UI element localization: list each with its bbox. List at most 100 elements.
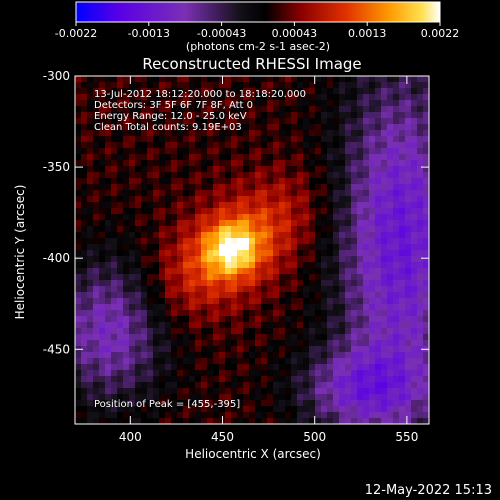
heatmap-cell	[171, 292, 178, 299]
heatmap-cell	[327, 406, 334, 413]
heatmap-cell	[189, 262, 196, 269]
heatmap-cell	[117, 328, 124, 335]
heatmap-cell	[363, 280, 370, 287]
heatmap-cell	[147, 406, 154, 413]
heatmap-cell	[159, 322, 166, 329]
heatmap-cell	[297, 226, 304, 233]
heatmap-cell	[261, 352, 268, 359]
heatmap-cell	[147, 268, 154, 275]
heatmap-cell	[303, 304, 310, 311]
heatmap-cell	[417, 160, 424, 167]
heatmap-cell	[291, 322, 298, 329]
heatmap-cell	[273, 202, 280, 209]
heatmap-cell	[387, 268, 394, 275]
heatmap-cell	[345, 190, 352, 197]
heatmap-cell	[183, 256, 190, 263]
heatmap-cell	[183, 358, 190, 365]
heatmap-cell	[327, 274, 334, 281]
heatmap-cell	[177, 202, 184, 209]
heatmap-cell	[225, 166, 232, 173]
heatmap-cell	[123, 136, 130, 143]
heatmap-cell	[315, 262, 322, 269]
heatmap-cell	[333, 352, 340, 359]
heatmap-cell	[315, 190, 322, 197]
heatmap-cell	[369, 256, 376, 263]
heatmap-cell	[225, 412, 232, 419]
heatmap-cell	[369, 160, 376, 167]
heatmap-cell	[285, 88, 292, 95]
heatmap-cell	[183, 262, 190, 269]
heatmap-cell	[183, 220, 190, 227]
heatmap-cell	[213, 406, 220, 413]
heatmap-cell	[315, 364, 322, 371]
colorbar: -0.0022 -0.0013 -0.00043 0.00043 0.0013 0.002…	[55, 1, 459, 53]
heatmap-cell	[297, 100, 304, 107]
heatmap-cell	[117, 214, 124, 221]
heatmap-cell	[321, 292, 328, 299]
heatmap-cell	[357, 166, 364, 173]
heatmap-cell	[315, 388, 322, 395]
heatmap-cell	[165, 262, 172, 269]
heatmap-cell	[273, 196, 280, 203]
colorbar-tick-label: -0.0022	[55, 27, 97, 40]
heatmap-cell	[291, 178, 298, 185]
heatmap-cell	[171, 268, 178, 275]
heatmap-cell	[147, 370, 154, 377]
heatmap-cell	[93, 304, 100, 311]
heatmap-cell	[411, 388, 418, 395]
heatmap-cell	[255, 202, 262, 209]
heatmap-cell	[141, 130, 148, 137]
heatmap-cell	[387, 178, 394, 185]
heatmap-cell	[399, 400, 406, 407]
heatmap-cell	[399, 226, 406, 233]
heatmap-cell	[225, 244, 232, 251]
heatmap-cell	[351, 94, 358, 101]
heatmap-cell	[255, 268, 262, 275]
heatmap-cell	[201, 298, 208, 305]
heatmap-cell	[375, 208, 382, 215]
heatmap-cell	[279, 226, 286, 233]
heatmap-cell	[165, 82, 172, 89]
heatmap-cell	[93, 202, 100, 209]
heatmap-cell	[129, 358, 136, 365]
heatmap-cell	[141, 364, 148, 371]
heatmap-cell	[201, 262, 208, 269]
heatmap-cell	[345, 94, 352, 101]
heatmap-cell	[297, 388, 304, 395]
heatmap-cell	[243, 292, 250, 299]
heatmap-cell	[345, 304, 352, 311]
heatmap-cell	[123, 406, 130, 413]
heatmap-cell	[387, 94, 394, 101]
heatmap-cell	[249, 226, 256, 233]
heatmap-cell	[189, 166, 196, 173]
heatmap-cell	[321, 298, 328, 305]
heatmap-cell	[189, 154, 196, 161]
heatmap-cell	[393, 388, 400, 395]
heatmap-cell	[87, 196, 94, 203]
heatmap-cell	[237, 394, 244, 401]
heatmap-cell	[213, 154, 220, 161]
heatmap-cell	[123, 226, 130, 233]
heatmap-cell	[315, 370, 322, 377]
heatmap-cell	[111, 88, 118, 95]
heatmap-cell	[141, 220, 148, 227]
heatmap-cell	[189, 274, 196, 281]
heatmap-cell	[381, 136, 388, 143]
heatmap-cell	[315, 112, 322, 119]
heatmap-cell	[423, 412, 429, 419]
heatmap-cell	[267, 310, 274, 317]
heatmap-cell	[321, 364, 328, 371]
heatmap-cell	[243, 298, 250, 305]
heatmap-cell	[201, 382, 208, 389]
heatmap-cell	[213, 88, 220, 95]
heatmap-cell	[201, 154, 208, 161]
heatmap-cell	[303, 208, 310, 215]
heatmap-cell	[207, 112, 214, 119]
heatmap-cell	[159, 220, 166, 227]
heatmap-cell	[327, 256, 334, 263]
heatmap-cell	[237, 94, 244, 101]
heatmap-cell	[375, 94, 382, 101]
heatmap-cell	[309, 334, 316, 341]
heatmap-cell	[213, 190, 220, 197]
heatmap-cell	[363, 160, 370, 167]
